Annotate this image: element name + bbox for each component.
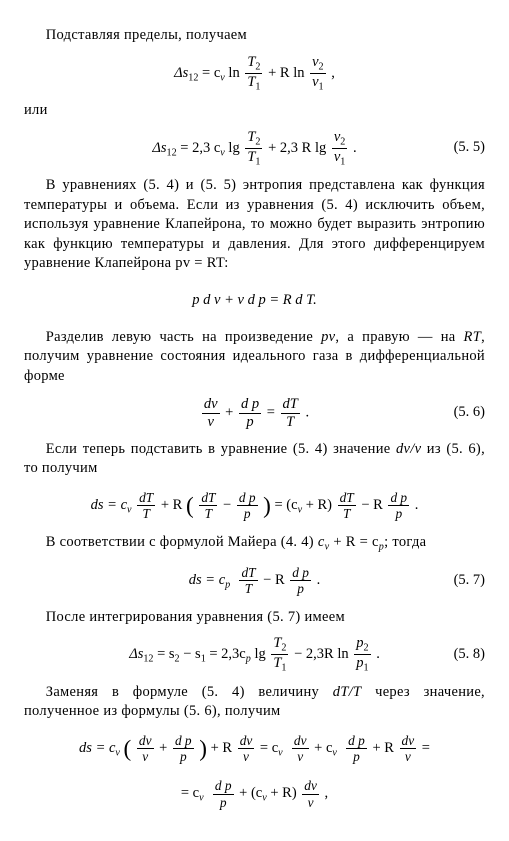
paragraph-body-6: Заменяя в формуле (5. 4) величину dT/T ч…	[24, 683, 485, 722]
paragraph-body-2: Разделив левую часть на произведение pv,…	[24, 328, 485, 387]
eq-body: ds = cp dTT − R d pp .	[189, 565, 320, 597]
paragraph-body-4: В соответствии с формулой Майера (4. 4) …	[24, 533, 485, 554]
paragraph-body-1: В уравнениях (5. 4) и (5. 5) энтропия пр…	[24, 176, 485, 274]
equation-1: Δs12 = cv ln T2 T1 + R ln v2 v1 ,	[24, 54, 485, 93]
equation-ds-expand-1: ds = cv ( dvv + d pp ) + R dvv = cv dvv …	[24, 730, 485, 768]
equation-5-5: Δs12 = 2,3 cv lg T2 T1 + 2,3 R lg v2 v1 …	[24, 129, 485, 168]
frac-T2T1: T2 T1	[245, 129, 262, 168]
eq-body: Δs12 = cv ln T2 T1 + R ln v2 v1 ,	[174, 54, 335, 93]
eq-body: ds = cv ( dvv + d pp ) + R dvv = cv dvv …	[79, 733, 430, 765]
text: Подставляя пределы, получаем	[46, 27, 247, 43]
eq-body: dvv + d pp = dTT .	[200, 396, 309, 430]
equation-number: (5. 8)	[454, 645, 485, 665]
paragraph-or: или	[24, 101, 485, 121]
text: После интегрирования уравнения (5. 7) им…	[46, 609, 345, 625]
eq-body: ds = cv dTT + R ( dTT − d pp ) = (cv + R…	[91, 490, 419, 522]
equation-number: (5. 7)	[454, 571, 485, 591]
paragraph-intro: Подставляя пределы, получаем	[24, 26, 485, 46]
eq-body: Δs12 = 2,3 cv lg T2 T1 + 2,3 R lg v2 v1 …	[152, 129, 356, 168]
text: или	[24, 102, 48, 118]
frac-v2v1: v2 v1	[332, 129, 348, 168]
text: В уравнениях (5. 4) и (5. 5) энтропия пр…	[24, 177, 485, 271]
eq-body: p d v + v d p = R d T.	[192, 291, 316, 311]
equation-5-6: dvv + d pp = dTT . (5. 6)	[24, 394, 485, 432]
equation-number: (5. 6)	[454, 403, 485, 423]
frac-v2v1: v2 v1	[310, 54, 326, 93]
paragraph-body-3: Если теперь подставить в уравнение (5. 4…	[24, 440, 485, 479]
equation-ds-1: ds = cv dTT + R ( dTT − d pp ) = (cv + R…	[24, 487, 485, 525]
eq-body: = cv d pp + (cv + R) dvv ,	[181, 778, 328, 810]
eq-body: Δs12 = s2 − s1 = 2,3cp lg T2 T1 − 2,3R l…	[129, 635, 380, 674]
paragraph-body-5: После интегрирования уравнения (5. 7) им…	[24, 608, 485, 628]
equation-5-7: ds = cp dTT − R d pp . (5. 7)	[24, 562, 485, 600]
equation-diff: p d v + v d p = R d T.	[24, 282, 485, 320]
equation-5-8: Δs12 = s2 − s1 = 2,3cp lg T2 T1 − 2,3R l…	[24, 635, 485, 674]
equation-number: (5. 5)	[454, 139, 485, 159]
equation-ds-expand-2: = cv d pp + (cv + R) dvv ,	[24, 775, 485, 813]
frac-T2T1: T2 T1	[245, 54, 262, 93]
